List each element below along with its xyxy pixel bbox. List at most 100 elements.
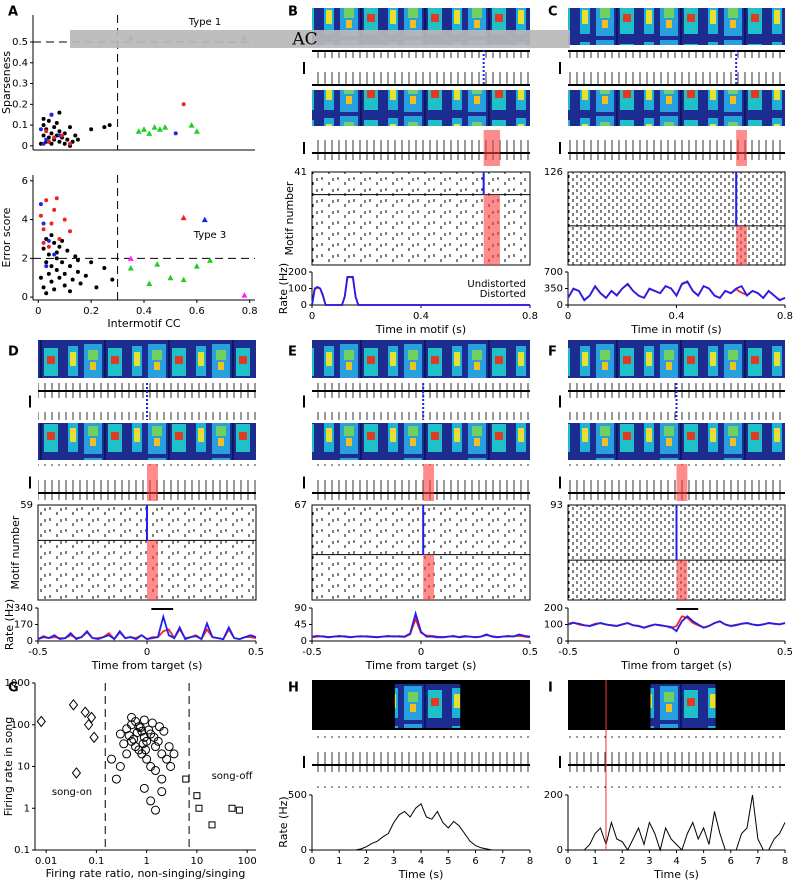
point [94, 285, 99, 290]
point [49, 233, 54, 238]
rate-line [311, 610, 531, 639]
x-tick-label: 7 [500, 856, 506, 867]
point [228, 804, 236, 812]
distortion-window [423, 464, 435, 501]
y-tick-label: 1000 [5, 678, 30, 689]
point [57, 139, 62, 144]
point [167, 274, 174, 281]
point [46, 238, 51, 243]
point [147, 718, 157, 728]
y-tick-label: 0 [301, 300, 307, 311]
x-tick-label: 0.8 [522, 311, 538, 322]
point [107, 754, 117, 764]
x-tick-label: 0 [673, 647, 679, 658]
point [86, 711, 97, 724]
point [41, 221, 46, 226]
point [52, 207, 57, 212]
y-axis-label: Rate (Hz) [277, 263, 290, 314]
point [41, 240, 46, 245]
point [144, 725, 154, 735]
point [119, 739, 129, 749]
y-tick-label: 67 [294, 500, 307, 511]
raster [567, 171, 786, 266]
point [46, 244, 51, 249]
distortion-window [423, 554, 435, 600]
point [60, 133, 65, 138]
point [207, 257, 214, 263]
y-tick-label: 0.1 [12, 120, 28, 131]
y-tick-label: 340 [14, 603, 33, 614]
voltage-trace [38, 383, 256, 420]
x-tick-label: 4 [418, 856, 424, 867]
point [188, 122, 195, 128]
y-tick-label: 1 [24, 803, 30, 814]
y-tick-label: 0 [22, 141, 28, 152]
point [135, 128, 142, 134]
point [111, 774, 121, 784]
point [139, 715, 149, 725]
point [131, 742, 141, 752]
point [139, 783, 149, 793]
point [57, 275, 62, 280]
point [62, 217, 67, 222]
x-axis-label: Time in motif (s) [630, 323, 721, 336]
x-tick-label: 0.6 [189, 306, 205, 317]
spectrogram [568, 423, 785, 460]
point [129, 734, 139, 744]
point [241, 292, 248, 298]
point [78, 281, 83, 286]
y-tick-label: 0 [27, 636, 33, 647]
point [201, 216, 208, 223]
voltage-trace [568, 130, 785, 166]
point [41, 246, 46, 251]
x-tick-label: 0.1 [88, 856, 104, 867]
point [44, 264, 49, 269]
panel-label: G [8, 681, 19, 696]
x-tick-label: 0 [309, 856, 315, 867]
point [75, 269, 80, 274]
y-tick-label: 100 [11, 720, 30, 731]
x-tick-label: 2 [619, 856, 625, 867]
point [49, 264, 54, 269]
point [54, 267, 59, 272]
point [60, 260, 65, 265]
point [46, 252, 51, 257]
point [46, 139, 51, 144]
y-tick-label: 6 [22, 176, 28, 187]
annotation: song-off [212, 771, 254, 782]
point [41, 141, 46, 146]
point [164, 742, 174, 752]
point [80, 706, 90, 718]
rate-line [567, 280, 786, 302]
point [193, 263, 200, 269]
point [154, 722, 164, 732]
x-tick-label: 0.2 [83, 306, 99, 317]
point [83, 718, 94, 731]
point [146, 762, 156, 771]
point [75, 137, 80, 142]
y-tick-label: 350 [544, 284, 563, 295]
x-axis-label: Time from target (s) [620, 659, 732, 672]
x-tick-label: 6 [728, 856, 734, 867]
point [41, 133, 46, 138]
point [193, 792, 201, 800]
y-tick-label: 93 [550, 500, 563, 511]
point [62, 141, 67, 146]
x-tick-label: 8 [527, 856, 533, 867]
point [62, 271, 67, 276]
y-axis-label: Rate (Hz) [3, 599, 16, 650]
point [38, 275, 43, 280]
point [102, 266, 107, 271]
point [146, 280, 153, 287]
point [44, 260, 49, 265]
x-tick-label: 6 [472, 856, 478, 867]
point [157, 749, 167, 759]
voltage-trace [568, 736, 785, 788]
point [65, 137, 70, 142]
point [115, 762, 125, 771]
y-axis-label: Motif number [283, 181, 296, 255]
x-axis-label: Firing rate ratio, non-singing/singing [46, 867, 246, 880]
point [68, 229, 72, 234]
y-tick-label: 700 [544, 267, 563, 278]
panel-label: C [548, 5, 558, 20]
